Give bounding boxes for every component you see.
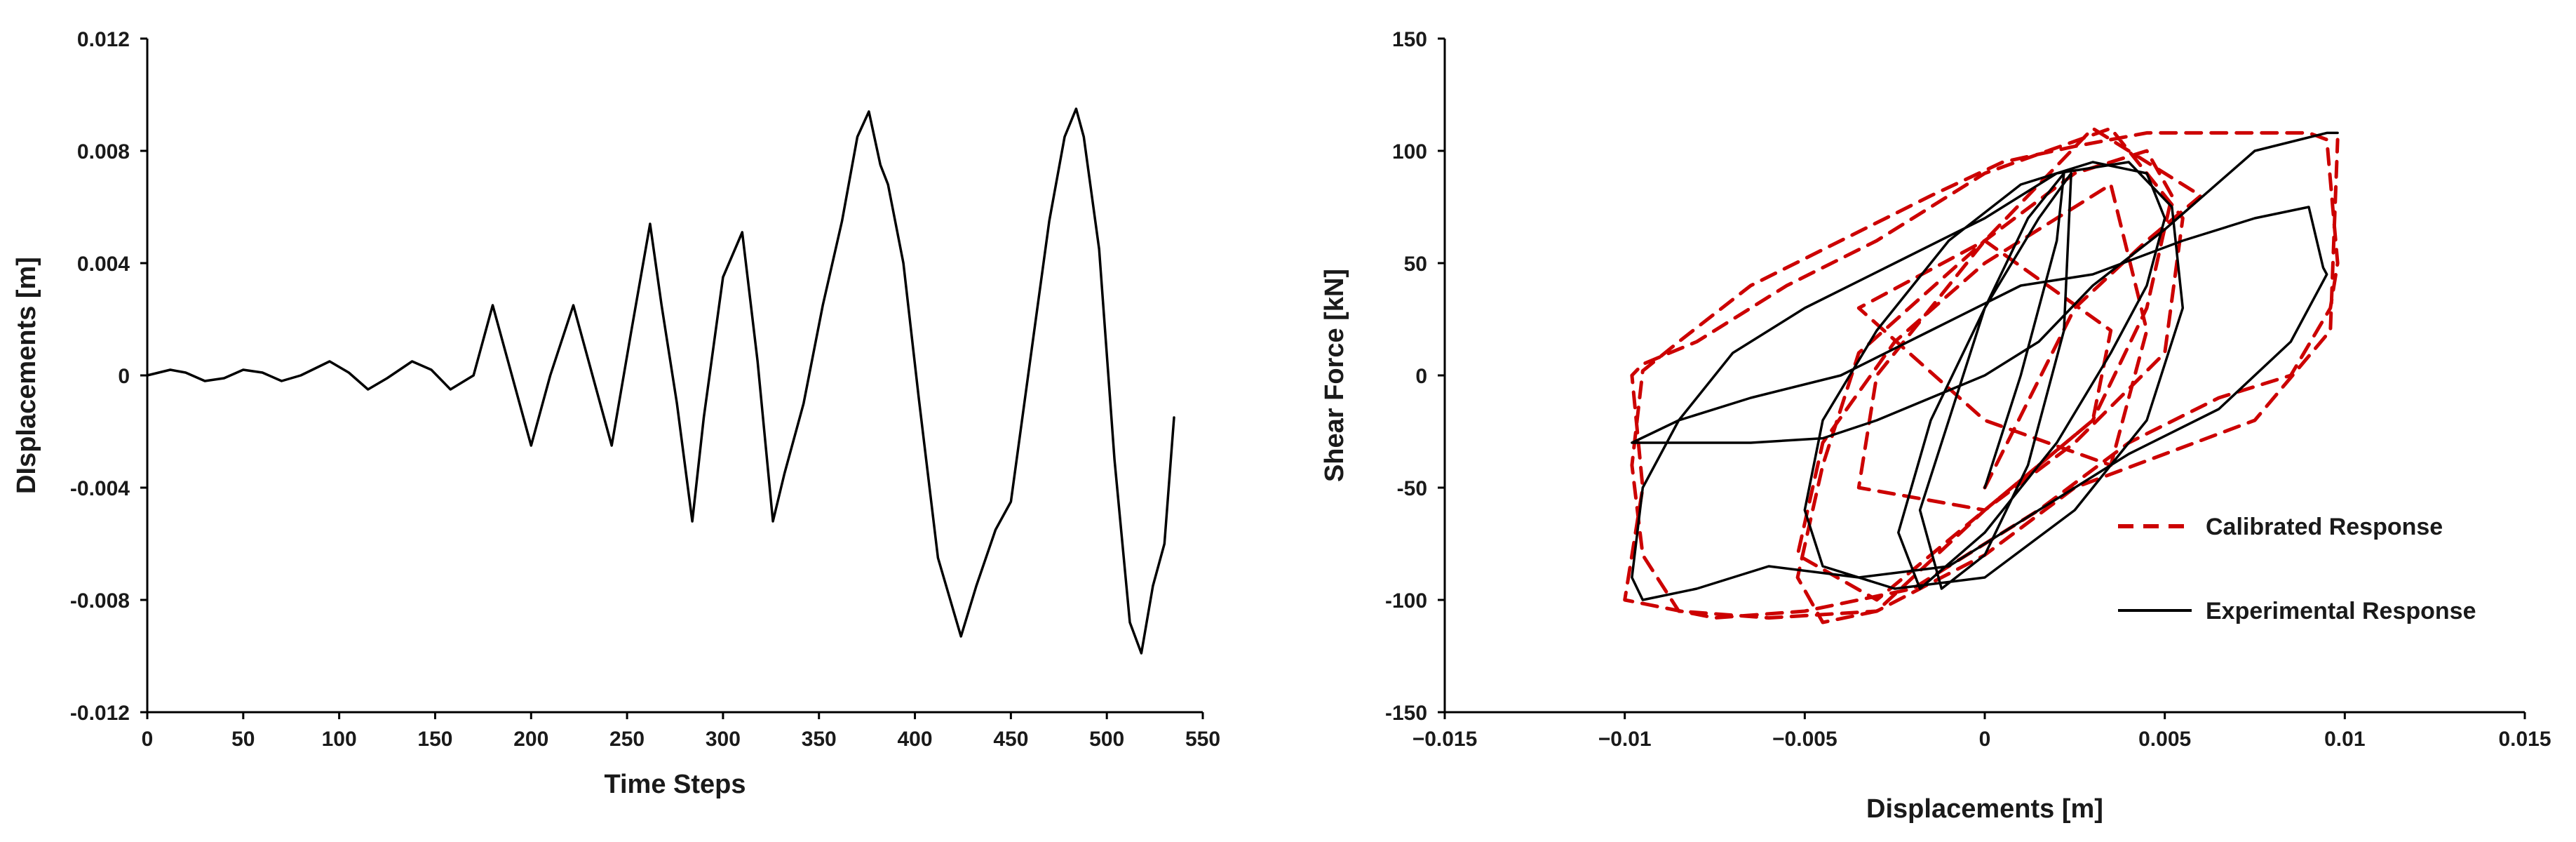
- x-tick-label: 150: [417, 728, 452, 751]
- x-tick-label: 0: [142, 728, 154, 751]
- x-axis-label: Time Steps: [604, 770, 746, 799]
- x-tick-label: 100: [322, 728, 357, 751]
- x-tick-label: 450: [993, 728, 1028, 751]
- legend-label: Calibrated Response: [2206, 514, 2443, 540]
- y-tick-label: -150: [1385, 702, 1427, 725]
- y-tick-label: 0.004: [77, 253, 130, 276]
- x-tick-label: 300: [706, 728, 741, 751]
- y-tick-label: -0.004: [70, 477, 130, 500]
- series-line-calibrated-response: [1623, 126, 2340, 624]
- chart-2: −0.015 −0.01 −0.005 0 0.005 0.01 0.015 150 100 50…: [1320, 28, 2551, 824]
- y-tick-label: 0: [1415, 365, 1427, 388]
- x-tick-label: −0.015: [1412, 728, 1478, 751]
- y-tick-label: 0: [118, 365, 130, 388]
- legend-label: Experimental Response: [2206, 598, 2476, 624]
- y-axis-label: DIsplacements [m]: [12, 257, 41, 494]
- y-axis-label: Shear Force [kN]: [1320, 269, 1349, 482]
- y-tick-label: 0.012: [77, 28, 130, 51]
- y-tick-label: -50: [1397, 477, 1427, 500]
- y-tick-label: 50: [1404, 253, 1427, 276]
- series-line-experimental-response: [1631, 131, 2339, 601]
- x-tick-label: 500: [1089, 728, 1124, 751]
- x-tick-label: 0.005: [2138, 728, 2191, 751]
- y-tick-label: 100: [1392, 140, 1427, 163]
- x-tick-label: 550: [1185, 728, 1220, 751]
- x-tick-label: 0: [1979, 728, 1991, 751]
- x-tick-label: 350: [802, 728, 837, 751]
- x-tick-label: 0.01: [2324, 728, 2365, 751]
- series-line-1: [146, 107, 1175, 655]
- x-tick-label: 50: [231, 728, 255, 751]
- y-tick-label: 0.008: [77, 140, 130, 163]
- x-tick-label: 250: [609, 728, 645, 751]
- y-tick-label: -100: [1385, 589, 1427, 613]
- legend: Calibrated Response Experimental Response: [2118, 514, 2476, 624]
- x-tick-label: 200: [513, 728, 548, 751]
- x-tick-label: −0.005: [1772, 728, 1837, 751]
- y-tick-label: 150: [1392, 28, 1427, 51]
- chart-1: 0 50 100 150 200 250 300 350 400 450 500 550 0.012 0.…: [12, 28, 1220, 799]
- x-tick-label: −0.01: [1598, 728, 1652, 751]
- x-axis-label: Displacements [m]: [1866, 794, 2103, 824]
- y-tick-label: -0.008: [70, 589, 130, 613]
- x-tick-label: 400: [898, 728, 933, 751]
- y-tick-label: -0.012: [70, 702, 130, 725]
- x-tick-label: 0.015: [2498, 728, 2551, 751]
